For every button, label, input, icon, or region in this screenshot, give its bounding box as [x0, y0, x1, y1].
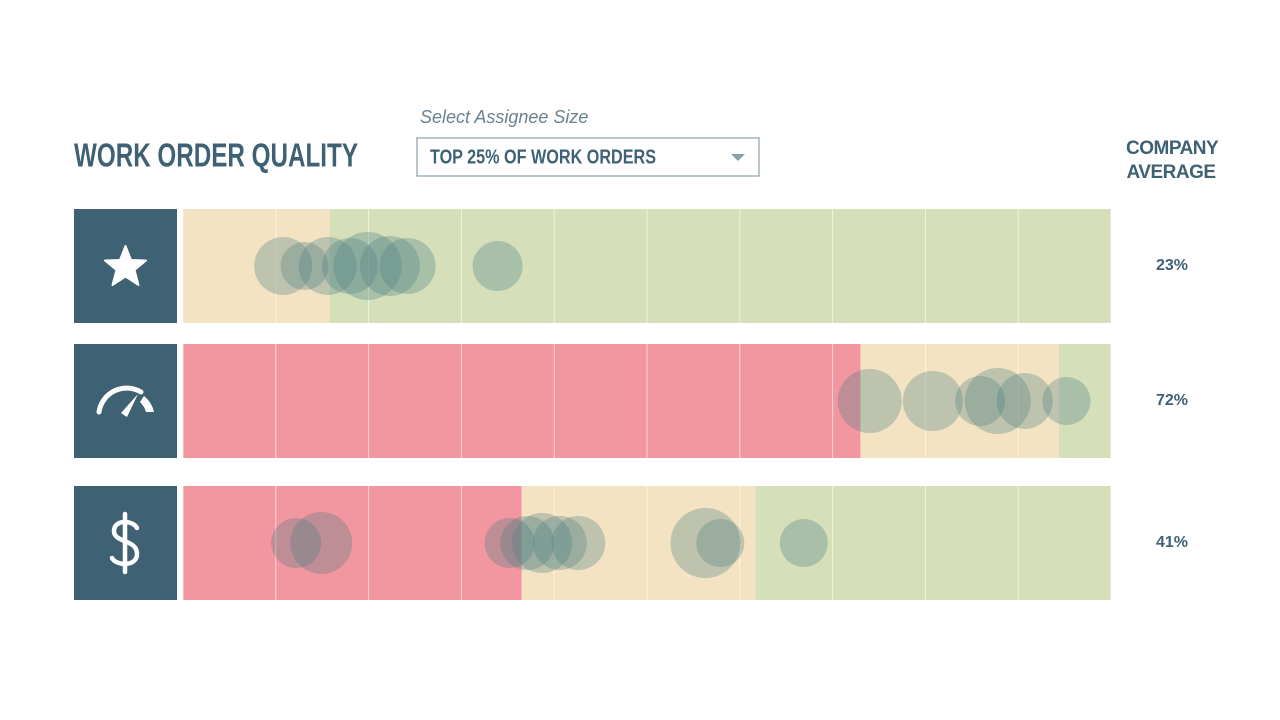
- zone: [183, 209, 330, 323]
- zone: [183, 344, 861, 458]
- zone: [183, 486, 522, 600]
- icon-box: [74, 344, 177, 458]
- bubble: [280, 242, 329, 290]
- dollar: [109, 511, 140, 575]
- zone: [860, 344, 1060, 458]
- company-average: 23%: [1156, 257, 1188, 274]
- bubble: [359, 236, 420, 296]
- zone: [329, 209, 1111, 323]
- icon-star: [74, 209, 177, 323]
- gauge-needle: [121, 394, 138, 417]
- company-average: 72%: [1156, 392, 1188, 409]
- dropdown-arrow[interactable]: [731, 154, 745, 161]
- title: WORK ORDER QUALITY: [74, 137, 358, 174]
- bubble: [322, 238, 379, 294]
- bubble: [532, 516, 587, 570]
- bubble: [298, 237, 357, 295]
- bubble: [500, 516, 555, 570]
- bubble: [379, 238, 436, 294]
- bubble: [484, 518, 535, 568]
- average-header: COMPANY AVERAGE: [1126, 138, 1219, 183]
- bubble: [696, 519, 745, 567]
- bubble: [955, 376, 1006, 426]
- bubble: [670, 508, 741, 578]
- bubble: [1042, 377, 1091, 425]
- bubble: [551, 516, 606, 570]
- icon-gauge: [74, 344, 177, 458]
- bubble: [290, 512, 353, 574]
- bubble: [333, 232, 402, 300]
- star: [104, 245, 147, 286]
- company-average: 41%: [1156, 534, 1188, 551]
- icon-dollar: [74, 486, 177, 600]
- bubble: [779, 519, 828, 567]
- bubble: [996, 373, 1053, 429]
- bubble: [254, 237, 313, 295]
- dropdown-box[interactable]: [416, 137, 760, 177]
- bubble: [837, 369, 902, 433]
- bubble: [512, 513, 573, 573]
- bubble: [964, 368, 1031, 434]
- gauge-end: [140, 396, 154, 412]
- bubble: [472, 241, 523, 291]
- bubble: [902, 371, 963, 431]
- gauge-arc: [96, 385, 144, 415]
- dropdown-value[interactable]: TOP 25% OF WORK ORDERS: [430, 146, 656, 168]
- zone: [1059, 344, 1111, 458]
- select-label: Select Assignee Size: [420, 107, 588, 127]
- zone: [755, 486, 1111, 600]
- dropdown[interactable]: TOP 25% OF WORK ORDERS: [416, 137, 760, 177]
- zone: [521, 486, 756, 600]
- bubble: [271, 518, 322, 568]
